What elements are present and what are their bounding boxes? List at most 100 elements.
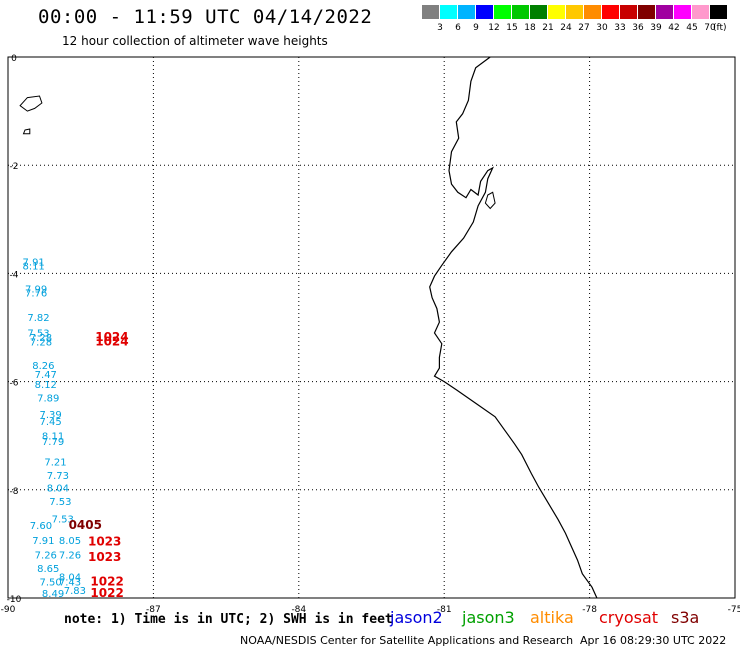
satellite-s3a: s3a: [671, 608, 700, 627]
legend-swatch: [566, 5, 583, 19]
legend-swatch: [602, 5, 619, 19]
legend-swatch: [692, 5, 709, 19]
x-tick-label: -78: [582, 605, 597, 615]
legend-swatch: [584, 5, 601, 19]
legend-tick-label: 9: [473, 23, 479, 33]
wave-height-label: 8.11: [23, 262, 45, 273]
legend-swatch: [638, 5, 655, 19]
legend-swatch: [512, 5, 529, 19]
legend-tick-label: 36: [632, 23, 644, 33]
y-tick-label: -4: [10, 270, 19, 280]
wave-height-label: 8.05: [59, 536, 81, 547]
y-tick-label: -10: [7, 595, 22, 605]
legend-swatch: [440, 5, 457, 19]
wave-height-label: 7.82: [27, 313, 49, 324]
legend-tick-label: 24: [560, 23, 572, 33]
wave-height-label: 7.83: [64, 586, 86, 597]
legend-swatch: [548, 5, 565, 19]
satellite-jason3: jason3: [462, 608, 515, 627]
credit-text: NOAA/NESDIS Center for Satellite Applica…: [240, 634, 574, 647]
legend-tick-label: 21: [542, 23, 554, 33]
wave-height-label: 8.49: [42, 589, 64, 600]
legend-tick-label: 70: [704, 23, 716, 33]
wave-height-label: 7.21: [44, 457, 66, 468]
legend-swatch: [710, 5, 727, 19]
wave-height-label: 7.53: [49, 497, 71, 508]
wave-height-label: 7.91: [32, 536, 54, 547]
legend-tick-label: 45: [686, 23, 698, 33]
legend-tick-label: 18: [524, 23, 536, 33]
wave-height-label: 7.26: [35, 551, 57, 562]
y-tick-label: -8: [10, 487, 19, 497]
pass-time-label: 1024: [95, 334, 128, 348]
wave-height-label: 7.28: [30, 333, 52, 344]
legend-swatch: [530, 5, 547, 19]
legend-tick-label: 27: [578, 23, 590, 33]
legend-tick-label: 6: [455, 23, 461, 33]
wave-height-label: 7.28: [30, 337, 52, 348]
wave-height-label: 7.50: [40, 578, 62, 589]
wave-height-label: 7.99: [25, 284, 47, 295]
legend-swatch: [422, 5, 439, 19]
legend-unit: (ft): [713, 23, 727, 33]
legend-swatch: [458, 5, 475, 19]
pass-time-label: 1022: [90, 575, 123, 589]
gulf-island-outline: [484, 191, 496, 210]
page-title: 00:00 - 11:59 UTC 04/14/2022: [38, 6, 373, 28]
y-tick-label: -6: [10, 379, 19, 389]
wave-height-label: 8.11: [42, 431, 64, 442]
wave-height-label: 7.53: [27, 329, 49, 340]
legend-swatch: [494, 5, 511, 19]
wave-height-label: 7.39: [40, 410, 62, 421]
legend-tick-label: 39: [650, 23, 662, 33]
legend-tick-label: 30: [596, 23, 608, 33]
legend-swatch: [674, 5, 691, 19]
wave-height-label: 7.76: [25, 289, 47, 300]
pass-time-label: 0405: [69, 518, 102, 532]
legend-swatch: [656, 5, 673, 19]
wave-height-label: 8.26: [32, 361, 54, 372]
satellite-altika: altika: [530, 608, 574, 627]
satellite-cryosat: cryosat: [599, 608, 659, 627]
pass-time-label: 1023: [88, 535, 121, 549]
legend-tick-label: 12: [488, 23, 500, 33]
wave-height-label: 8.04: [47, 483, 69, 494]
x-tick-label: -90: [1, 605, 16, 615]
wave-height-label: 7.89: [37, 394, 59, 405]
coastline: [429, 56, 598, 599]
y-tick-label: 0: [11, 54, 17, 64]
legend-tick-label: 33: [614, 23, 626, 33]
pass-time-label: 1024: [95, 330, 128, 344]
x-tick-label: -87: [146, 605, 161, 615]
x-tick-label: -84: [291, 605, 306, 615]
y-tick-label: -2: [10, 162, 19, 172]
generated-time: Apr 16 08:29:30 UTC 2022: [580, 634, 727, 647]
wave-height-label: 7.53: [52, 514, 74, 525]
wave-height-label: 7.60: [30, 521, 52, 532]
legend-tick-label: 15: [506, 23, 518, 33]
legend-tick-label: 42: [668, 23, 680, 33]
wave-height-label: 7.91: [23, 257, 45, 268]
wave-height-label: 7.45: [40, 417, 62, 428]
satellite-jason2: jason2: [390, 608, 443, 627]
wave-height-label: 8.65: [37, 564, 59, 575]
island-outline: [19, 95, 43, 112]
map-frame: [7, 56, 736, 599]
page-subtitle: 12 hour collection of altimeter wave hei…: [62, 34, 328, 48]
x-tick-label: -81: [437, 605, 452, 615]
wave-height-label: 7.47: [35, 370, 57, 381]
wave-height-label: 8.04: [59, 573, 81, 584]
legend-tick-label: 3: [437, 23, 443, 33]
footer-note: note: 1) Time is in UTC; 2) SWH is in fe…: [64, 612, 393, 627]
legend-swatch: [620, 5, 637, 19]
island-outline: [22, 128, 31, 135]
wave-height-label: 7.43: [59, 578, 81, 589]
wave-height-label: 8.12: [35, 380, 57, 391]
wave-height-label: 7.79: [42, 437, 64, 448]
pass-time-label: 1023: [88, 550, 121, 564]
color-legend: 3 6 9 12 15 18 21 24 27 30 33 36 39 42 45 70 (ft): [422, 5, 732, 39]
x-tick-label: -75: [728, 605, 740, 615]
wave-height-label: 7.73: [47, 471, 69, 482]
legend-swatch: [476, 5, 493, 19]
